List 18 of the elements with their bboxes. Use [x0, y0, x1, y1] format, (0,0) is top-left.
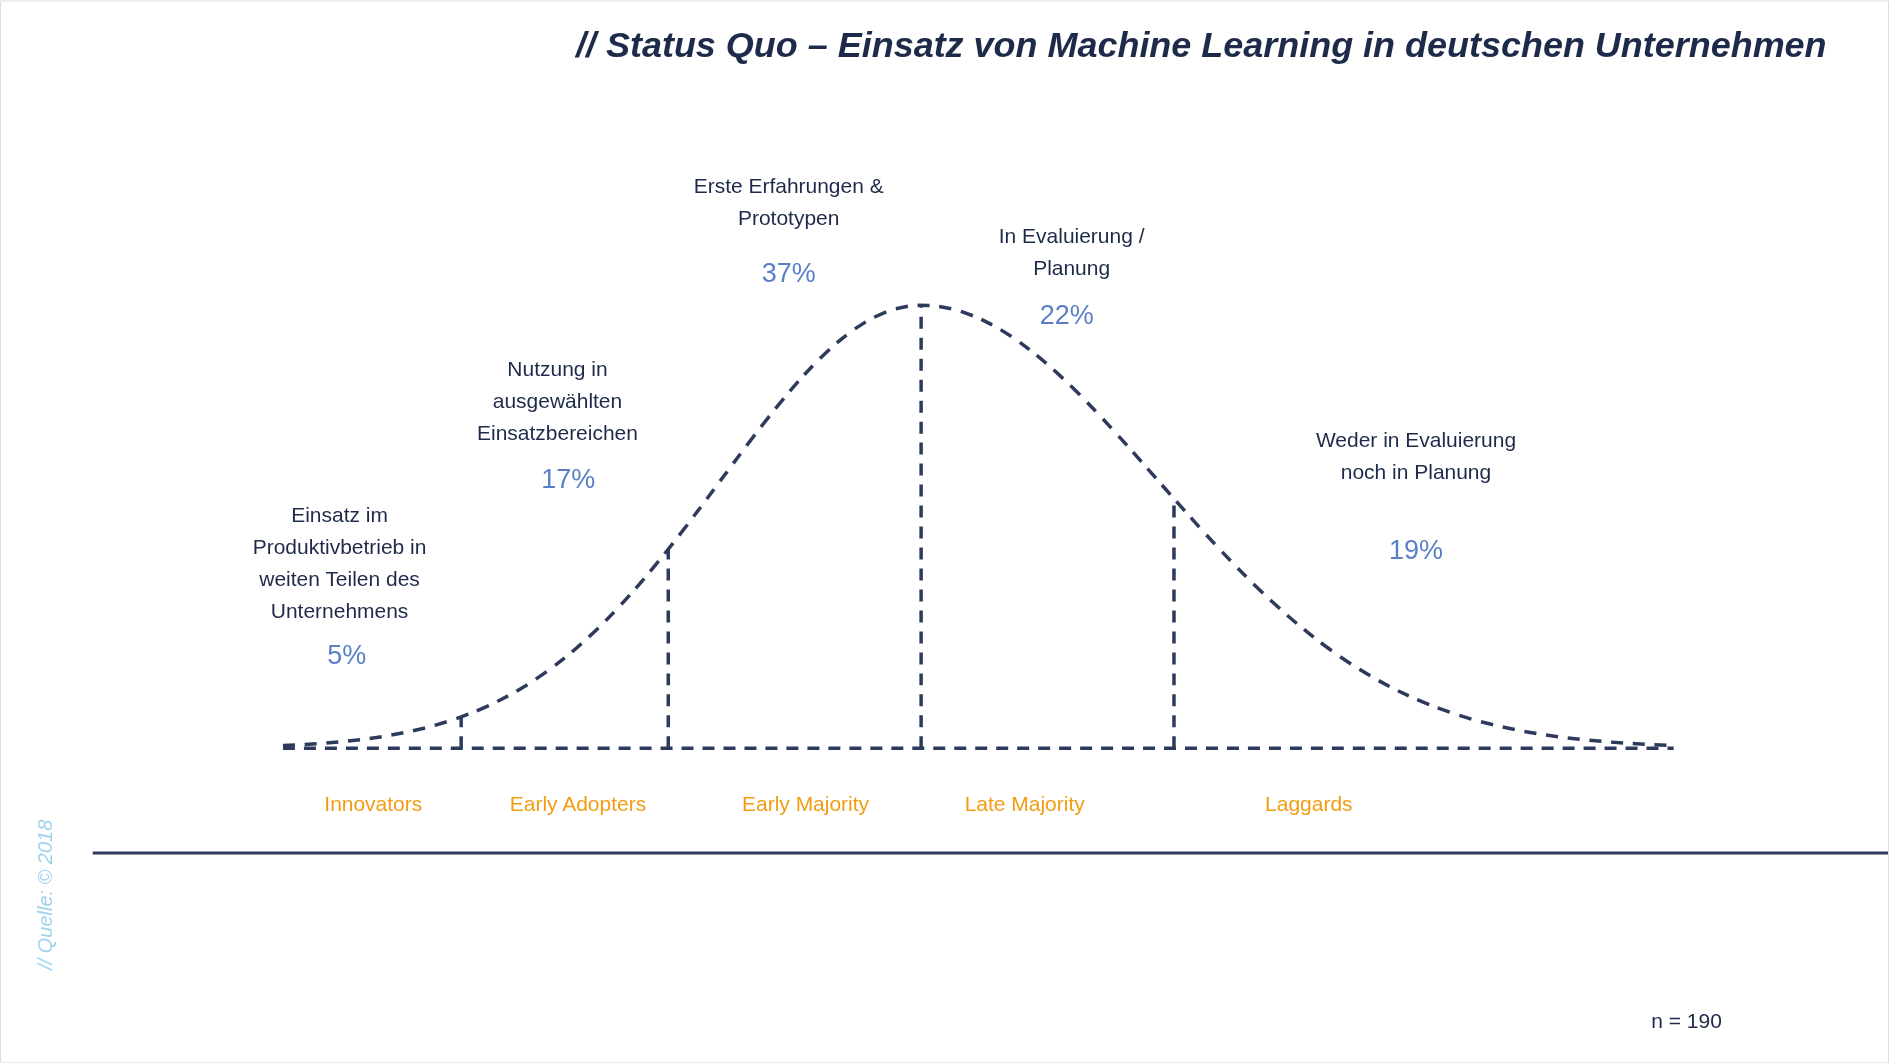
- text: Weder in Evaluierung noch in Planung: [1315, 428, 1517, 484]
- text: // Status Quo – Einsatz von Machine Learning in deutschen Unternehmen: [574, 24, 1827, 66]
- data-label: 22%: [1039, 300, 1094, 331]
- text: Erste Erfahrungen & Prototypen: [693, 174, 884, 230]
- text: In Evaluierung / Planung: [998, 223, 1145, 279]
- data-label: 17%: [541, 463, 596, 494]
- category-label: Early Adopters: [509, 791, 647, 815]
- text: Nutzung in ausgewählten Einsatzbereichen: [477, 357, 638, 445]
- data-label: 19%: [1389, 534, 1444, 565]
- text: n = 190: [1651, 1008, 1722, 1032]
- category-label: Innovators: [324, 791, 423, 815]
- text: // Quelle: © 2018: [33, 819, 56, 972]
- text: Einsatz im Produktivbetrieb in weiten Teilen des Unternehmens: [252, 502, 427, 622]
- category-label: Late Majority: [964, 791, 1086, 815]
- data-label: 5%: [327, 639, 367, 670]
- category-label: Laggards: [1265, 791, 1353, 815]
- category-label: Early Majority: [742, 791, 870, 815]
- data-label: 37%: [761, 257, 816, 288]
